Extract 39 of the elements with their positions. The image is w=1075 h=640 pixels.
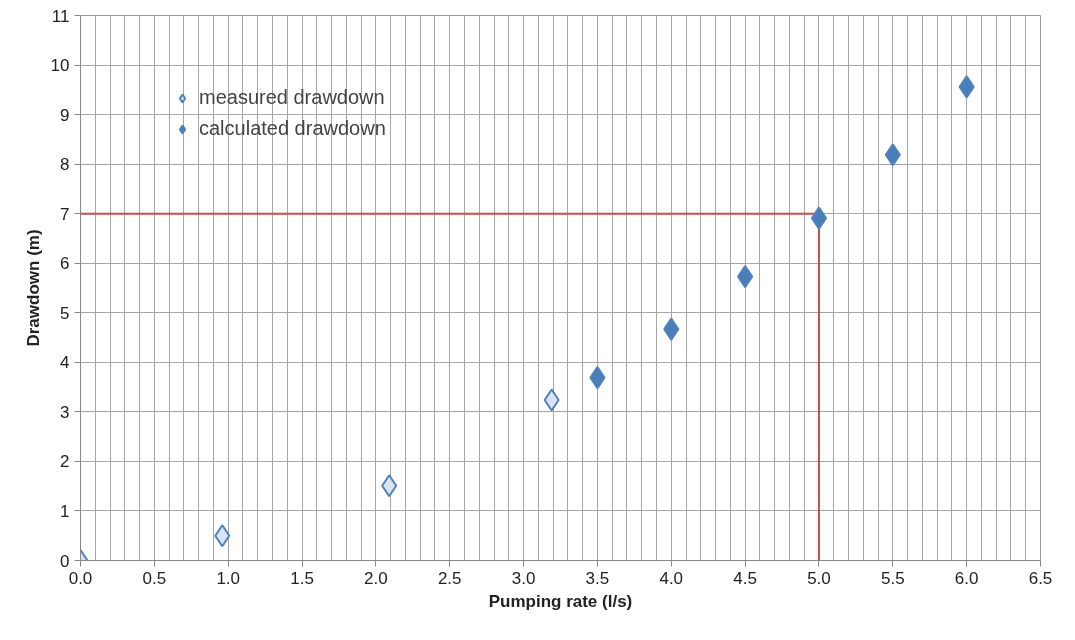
point [958,75,975,99]
x-tick-label: 1.0 [216,568,241,588]
x-tick-label: 2.5 [437,568,462,588]
y-tick-label: 7 [60,204,70,224]
point [589,366,606,390]
legend-label: calculated drawdown [199,117,386,140]
y-tick-label: 6 [60,254,70,274]
legend-label: measured drawdown [199,86,385,109]
point [381,474,398,498]
x-axis-title: Pumping rate (l/s) [488,591,633,611]
y-axis-title: Drawdown (m) [23,229,43,347]
x-tick-label: 6.0 [954,568,979,588]
x-tick-label: 0.5 [142,568,167,588]
point [737,265,754,289]
x-tick-label: 4.5 [733,568,757,588]
x-tick-label: 0.0 [68,568,93,588]
y-tick-label: 10 [50,56,70,76]
point [810,206,827,230]
y-tick-label: 8 [60,155,70,175]
y-tick-label: 5 [60,303,70,323]
x-tick-label: 2.0 [364,568,388,588]
y-tick-label: 1 [60,501,70,521]
x-tick-label: 3.5 [585,568,610,588]
x-tick-label: 6.5 [1028,568,1053,588]
y-tick-label: 9 [60,105,70,125]
y-tick-label: 4 [60,353,70,373]
y-tick-label: 3 [60,402,70,422]
x-tick-label: 4.0 [659,568,684,588]
y-tick-label: 0 [60,551,70,571]
point [543,388,560,412]
x-tick-label: 5.0 [807,568,831,588]
x-tick-label: 5.5 [880,568,905,588]
y-tick-label: 2 [60,452,70,472]
point [663,317,680,341]
x-tick-label: 1.5 [290,568,314,588]
point [884,143,901,167]
point [214,524,231,548]
y-tick-label: 11 [51,6,70,26]
x-tick-label: 3.0 [511,568,536,588]
